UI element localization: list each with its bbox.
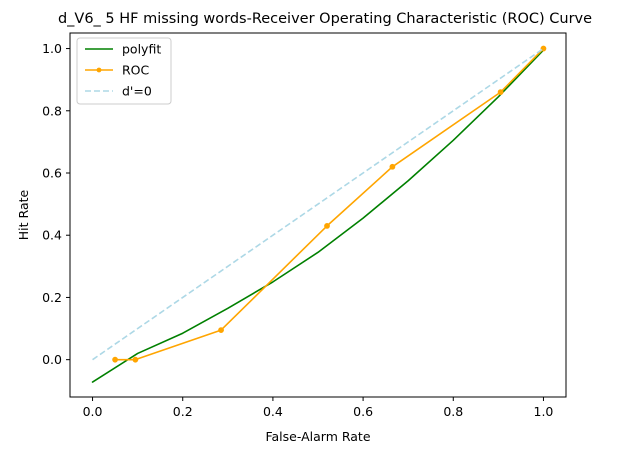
x-axis-ticks: 0.0 0.2 0.4 0.6 0.8 1.0 [83,397,554,419]
roc-data-point [112,356,118,363]
series-layer [91,45,547,383]
x-tick-label: 0.2 [173,404,193,419]
chart-title: d_V6_ 5 HF missing words-Receiver Operat… [58,11,592,27]
x-tick-label: 1.0 [534,404,554,419]
x-tick-label: 0.0 [83,404,103,419]
roc-data-point [324,222,330,229]
series-line-polyfit [91,49,545,383]
legend-label-roc: ROC [122,63,150,78]
y-tick-label: 0.6 [42,166,62,181]
legend-label-d-0: d'=0 [122,84,152,99]
x-tick-label: 0.8 [443,404,463,419]
y-tick-label: 0.8 [42,103,62,118]
y-tick-label: 0.4 [42,228,62,243]
y-axis-label: Hit Rate [16,189,31,240]
y-tick-label: 1.0 [42,41,62,56]
roc-data-point [389,163,396,170]
legend-box [76,37,172,105]
legend-label-polyfit: polyfit [122,42,161,57]
roc-data-point [540,45,547,52]
x-axis-label: False-Alarm Rate [265,429,370,444]
legend-marker [96,67,102,73]
y-tick-label: 0.0 [42,352,62,367]
x-tick-label: 0.6 [353,404,373,419]
roc-data-point [218,327,224,334]
y-axis-ticks: 0.0 0.2 0.4 0.6 0.8 1.0 [42,41,70,367]
roc-data-point [497,89,504,96]
x-tick-label: 0.4 [263,404,283,419]
legend: polyfit ROC d'=0 [76,37,172,105]
plot-frame [69,32,567,398]
series-line-d-0 [92,47,544,361]
y-tick-label: 0.2 [42,290,62,305]
roc-data-point [132,356,139,363]
